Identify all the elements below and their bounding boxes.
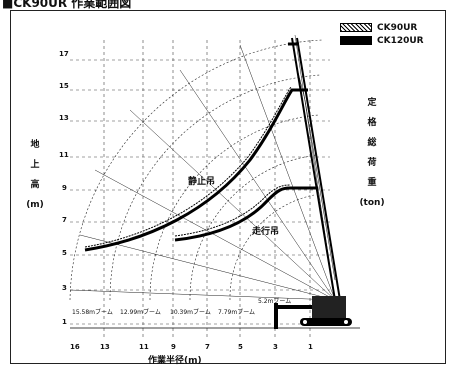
- rated-load-label-char: 格: [367, 118, 377, 128]
- x-tick: 11: [139, 343, 149, 351]
- y-tick: 5: [62, 249, 67, 257]
- boom-angle-lines: [69, 34, 336, 301]
- legend-item-ck120ur: CK120UR: [340, 34, 424, 47]
- legend-swatch-hatched: [340, 23, 372, 32]
- boom-lattice: [294, 59, 336, 281]
- legend-label: CK90UR: [377, 22, 418, 33]
- ck90ur-stationary-curve: [84, 86, 292, 248]
- boom-length-note: 7.79mブーム: [218, 309, 256, 316]
- legend-item-ck90ur: CK90UR: [340, 21, 424, 34]
- y-axis-label-char: (m): [26, 200, 44, 210]
- y-axis-label-char: 上: [30, 160, 40, 170]
- legend: CK90UR CK120UR: [340, 21, 424, 47]
- page-title: ■CK90UR 作業範囲図: [2, 0, 132, 10]
- y-tick: 3: [62, 284, 67, 292]
- y-tick: 11: [59, 151, 69, 159]
- ck90ur-traveling-curve: [174, 184, 291, 237]
- rated-load-label-char: 重: [367, 178, 377, 188]
- boom-length-note: 10.39mブーム: [170, 309, 211, 316]
- x-tick: 16: [70, 343, 80, 351]
- y-tick: 15: [59, 82, 69, 90]
- traveling-lift-label: 走行吊: [252, 227, 280, 237]
- x-tick: 1: [308, 343, 313, 351]
- y-tick: 17: [59, 50, 69, 58]
- y-tick: 13: [59, 114, 69, 122]
- x-tick: 3: [273, 343, 278, 351]
- y-axis-label: 地 上 高 (m): [22, 140, 48, 220]
- rated-load-label-char: 定: [367, 98, 377, 108]
- x-axis-label: 作業半径(m): [148, 356, 202, 366]
- rated-load-label-char: (ton): [359, 198, 385, 208]
- ck120ur-stationary-curve: [84, 88, 308, 252]
- y-tick: 1: [62, 318, 67, 326]
- legend-swatch-solid: [340, 36, 372, 45]
- boom-length-note: 5.2mブーム: [258, 298, 292, 305]
- rated-load-label-char: 総: [367, 138, 377, 148]
- stationary-lift-label: 静止吊: [188, 177, 216, 187]
- y-axis-label-char: 地: [30, 140, 40, 150]
- rated-load-label: 定 格 総 荷 重 (ton): [352, 98, 392, 218]
- y-axis-label-char: 高: [30, 180, 40, 190]
- crawler-crane-icon: [274, 296, 352, 329]
- radius-arcs: [69, 39, 323, 301]
- x-tick: 5: [238, 343, 243, 351]
- x-tick: 7: [205, 343, 210, 351]
- boom-length-note: 12.99mブーム: [120, 309, 161, 316]
- y-tick: 9: [62, 184, 67, 192]
- legend-label: CK120UR: [377, 35, 424, 46]
- ck120ur-traveling-curve: [174, 186, 318, 242]
- boom-length-note: 15.58mブーム: [72, 309, 113, 316]
- chart-frame: [10, 10, 446, 364]
- x-tick: 13: [100, 343, 110, 351]
- boom-illustration: [288, 37, 341, 301]
- x-tick: 9: [171, 343, 176, 351]
- rated-load-label-char: 荷: [367, 158, 377, 168]
- y-tick: 7: [62, 216, 67, 224]
